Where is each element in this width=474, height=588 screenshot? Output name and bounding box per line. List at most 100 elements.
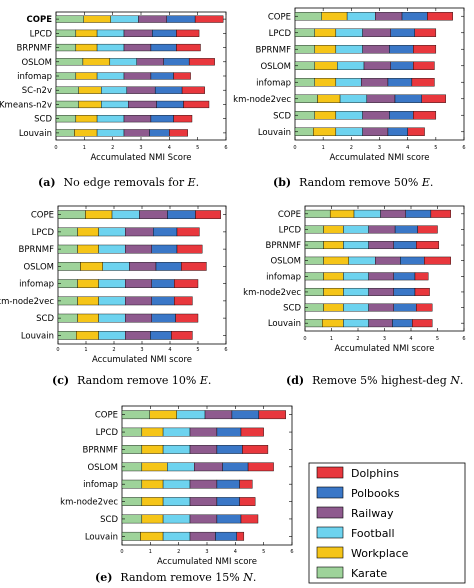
bar-dolphins-km-node2vec — [239, 497, 256, 506]
bar-polbooks-louvain — [215, 531, 237, 541]
bar-dolphins-lpcd — [240, 427, 264, 437]
category-label: LPCD — [269, 29, 292, 39]
bar-dolphins-louvain — [171, 331, 193, 340]
bar-polbooks-lpcd — [152, 227, 178, 237]
panel-caption: (c) Random remove 10% E. — [52, 374, 211, 387]
bar-railway-bprnmf — [189, 445, 218, 454]
bar-dolphins-louvain — [412, 319, 433, 328]
category-label: Louvain — [258, 128, 291, 138]
bar-dolphins-bprnmf — [242, 445, 269, 454]
x-tick-label: 3 — [378, 145, 381, 151]
bar-polbooks-oslom — [400, 256, 425, 265]
bar-polbooks-scd — [393, 303, 417, 312]
bar-railway-oslom — [136, 58, 164, 66]
bar-football-bprnmf — [343, 241, 369, 250]
x-tick-label: 4 — [234, 549, 237, 555]
bar-football-infomap — [162, 479, 191, 489]
bar-railway-oslom — [194, 462, 223, 472]
bar-football-oslom — [167, 462, 195, 472]
bar-football-louvain — [96, 129, 125, 137]
bar-railway-infomap — [360, 78, 389, 87]
category-label: SCD — [283, 304, 301, 314]
category-label: COPE — [268, 12, 291, 22]
bar-railway-km-node2vec — [124, 296, 152, 306]
category-label: LPCD — [96, 428, 119, 438]
bar-polbooks-infomap — [387, 78, 413, 87]
legend-label-dolphins: Dolphins — [351, 467, 399, 480]
category-label: COPE — [27, 15, 53, 25]
bar-karate-km-node2vec — [294, 94, 318, 103]
bar-dolphins-cope — [195, 210, 221, 219]
x-tick-label: 2 — [111, 145, 114, 151]
plot-area — [57, 205, 227, 345]
bar-dolphins-km-node2vec — [421, 94, 446, 103]
bar-workplace-scd — [75, 115, 98, 123]
bar-polbooks-louvain — [392, 319, 413, 328]
category-label: SCD — [100, 515, 118, 525]
legend-label-workplace: Workplace — [351, 547, 409, 560]
x-tick-label: 6 — [462, 336, 465, 342]
bar-workplace-louvain — [75, 331, 99, 340]
panel-caption: (a) No edge removals for E. — [38, 176, 199, 189]
category-label: infomap — [256, 78, 291, 88]
bar-football-lpcd — [98, 227, 126, 237]
bar-workplace-cope — [149, 410, 177, 420]
x-tick-label: 4 — [168, 145, 171, 151]
bar-railway-cope — [380, 209, 406, 218]
bar-railway-km-node2vec — [366, 94, 396, 103]
bar-dolphins-infomap — [239, 479, 253, 489]
bar-workplace-lpcd — [323, 225, 344, 234]
bar-football-scd — [335, 111, 363, 120]
x-tick-label: 0 — [120, 549, 123, 555]
bar-football-infomap — [335, 78, 362, 87]
bar-football-louvain — [335, 127, 363, 136]
bar-dolphins-scd — [413, 111, 437, 120]
bar-dolphins-cope — [430, 209, 451, 218]
x-tick-label: 5 — [196, 145, 199, 151]
bar-dolphins-oslom — [247, 462, 274, 472]
bar-dolphins-infomap — [173, 279, 199, 288]
x-tick-label: 1 — [83, 145, 86, 151]
bar-polbooks-bprnmf — [151, 244, 178, 254]
category-label: BPRNMF — [19, 245, 55, 255]
bar-dolphins-bprnmf — [176, 244, 203, 254]
bar-polbooks-oslom — [155, 262, 182, 271]
bar-dolphins-bprnmf — [413, 45, 437, 54]
bar-railway-oslom — [363, 61, 391, 70]
bar-railway-cope — [138, 15, 167, 23]
x-axis-title: Accumulated NMI score — [92, 355, 192, 365]
bar-football-sc-n2v — [101, 86, 128, 94]
category-label: LPCD — [30, 29, 53, 39]
x-tick-label: 3 — [140, 347, 143, 353]
category-label: OSLOM — [270, 257, 301, 267]
category-label: BPRNMF — [266, 241, 302, 251]
bar-railway-scd — [123, 115, 152, 123]
bar-workplace-scd — [314, 111, 337, 120]
bar-railway-oslom — [375, 256, 401, 265]
legend-swatch-football — [316, 526, 344, 539]
bar-polbooks-km-node2vec — [394, 94, 422, 103]
bar-dolphins-cope — [427, 12, 453, 21]
x-axis-title: Accumulated NMI score — [334, 344, 434, 354]
bar-polbooks-oslom — [163, 58, 190, 66]
bar-football-louvain — [98, 331, 126, 340]
category-label: COPE — [95, 411, 118, 421]
bar-football-scd — [96, 115, 125, 123]
bar-football-lpcd — [162, 427, 191, 437]
bar-dolphins-oslom — [413, 61, 435, 70]
bar-railway-louvain — [189, 531, 216, 541]
x-tick-label: 4 — [409, 336, 412, 342]
bar-workplace-oslom — [314, 61, 338, 70]
bar-railway-km-node2vec — [189, 497, 218, 506]
bar-football-scd — [343, 303, 369, 312]
bar-dolphins-cope — [258, 410, 286, 420]
panel-caption: (b) Random remove 50% E. — [273, 176, 433, 189]
category-label: Kmeans-n2v — [0, 100, 52, 110]
bar-football-scd — [98, 313, 126, 323]
bar-railway-scd — [368, 303, 394, 312]
bar-workplace-lpcd — [77, 227, 99, 237]
category-label: infomap — [266, 272, 301, 282]
category-label: OSLOM — [260, 62, 291, 72]
bar-workplace-infomap — [323, 272, 344, 281]
